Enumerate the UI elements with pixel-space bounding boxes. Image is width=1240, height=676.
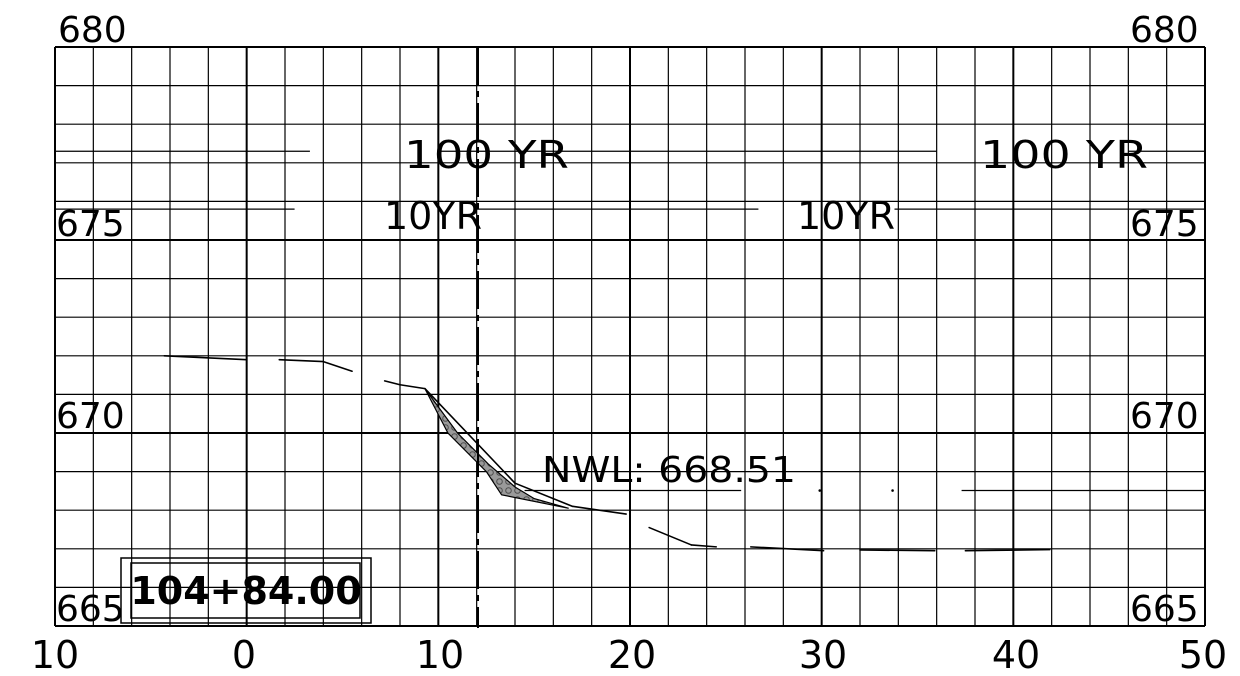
ground-profile-segment xyxy=(399,383,426,390)
elevation-label-680-right: 680 xyxy=(1130,10,1199,51)
station-box xyxy=(120,557,372,624)
elevation-label-670-left: 670 xyxy=(56,396,125,437)
ground-profile-segment xyxy=(278,358,325,363)
ground-profile-segment xyxy=(690,544,718,548)
riprap-fill xyxy=(424,388,569,509)
station-box-inner xyxy=(130,562,361,619)
offset-label-0: 0 xyxy=(232,633,256,676)
offset-label-10: 10 xyxy=(416,633,464,676)
hundred-year-label-left: 100 YR xyxy=(404,133,569,177)
ground-profile-segment xyxy=(322,360,353,373)
ground-profile xyxy=(163,354,1051,552)
ten-year-label-right: 10YR xyxy=(797,194,895,238)
ground-profile-segment xyxy=(383,380,401,386)
elevation-label-675-right: 675 xyxy=(1130,204,1199,245)
offset-label-minus-10: 10 xyxy=(31,633,79,676)
offset-label-50: 50 xyxy=(1179,633,1227,676)
elevation-label-665-left: 665 xyxy=(56,589,125,630)
normal-water-level-label: NWL: 668.51 xyxy=(542,450,796,491)
ten-year-label-left: 10YR xyxy=(384,194,482,238)
ground-profile-segment xyxy=(648,526,693,546)
ground-profile-segment xyxy=(514,482,574,508)
elevation-label-665-right: 665 xyxy=(1130,589,1199,630)
ground-profile-segment xyxy=(571,505,627,515)
elevation-label-680-left: 680 xyxy=(58,10,127,51)
ground-profile-segment xyxy=(964,548,1051,552)
elevation-label-670-right: 670 xyxy=(1130,396,1199,437)
station-label: 104+84.00 xyxy=(130,569,361,613)
grid-lines xyxy=(54,46,1206,627)
normal-water-dot xyxy=(891,489,894,492)
hundred-year-label-right: 100 YR xyxy=(980,133,1148,177)
ground-profile-segment xyxy=(424,387,516,484)
offset-label-20: 20 xyxy=(608,633,656,676)
elevation-label-675-left: 675 xyxy=(56,204,125,245)
offset-label-40: 40 xyxy=(992,633,1040,676)
ground-profile-segment xyxy=(859,549,936,552)
water-level-lines xyxy=(55,150,1205,492)
normal-water-dot xyxy=(818,489,822,492)
ground-profile-segment xyxy=(163,354,248,361)
offset-label-30: 30 xyxy=(799,633,847,676)
ground-profile-segment xyxy=(749,546,825,552)
